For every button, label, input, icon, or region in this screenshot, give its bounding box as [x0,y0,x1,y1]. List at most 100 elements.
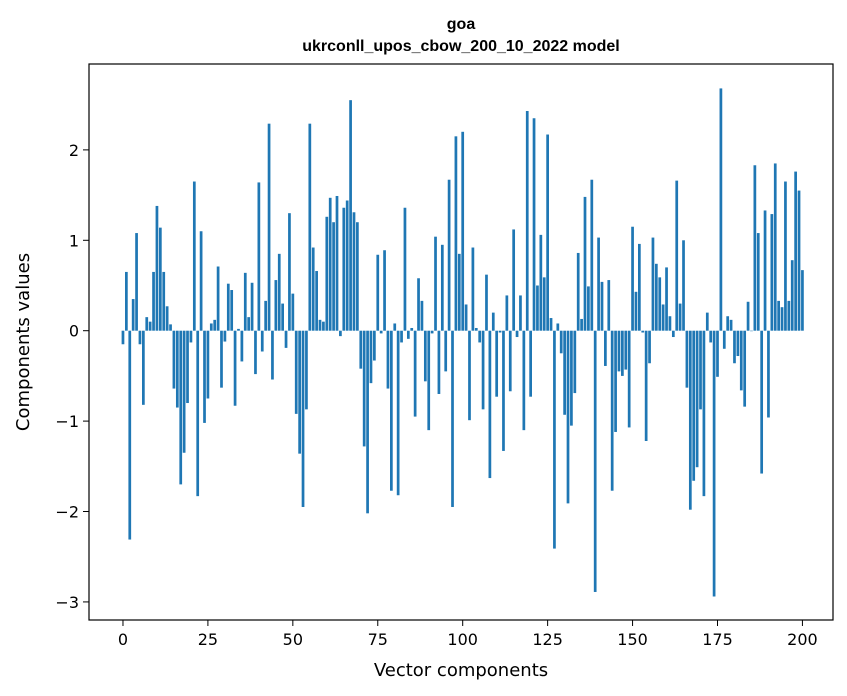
bar [135,233,138,331]
bar [746,301,750,331]
bar [549,318,553,331]
bar [801,270,804,331]
bar [485,274,488,331]
bar [158,227,162,331]
bar [648,330,651,364]
bar [440,244,444,331]
bar [665,267,668,331]
bar [196,330,200,497]
bar [590,179,594,331]
bar [763,210,767,331]
bar [481,330,485,410]
bar [308,123,312,331]
bar [437,330,441,394]
bar [491,312,495,331]
bar [750,330,753,332]
bar [226,283,230,331]
bar [461,131,465,331]
bar [315,271,318,331]
bar [121,330,125,345]
bar [471,247,475,331]
bar [709,330,713,343]
bar [247,317,251,331]
bar [539,234,543,331]
bar [593,330,597,592]
bar [597,237,600,331]
bar [770,214,774,331]
bar [644,330,648,441]
bar [345,200,349,331]
bar [566,330,570,504]
bar [434,236,437,331]
bar [760,330,764,474]
bar [787,300,791,331]
bar [410,327,414,331]
bar [719,88,723,331]
bar [335,195,339,331]
bar [169,324,172,331]
bar [189,330,193,343]
bar [614,330,617,432]
y-tick-label: 0 [69,322,79,341]
y-tick-label: 2 [69,141,79,160]
bar [617,330,621,372]
bar [420,300,424,331]
bar [393,323,397,331]
bar [675,180,679,331]
bar [692,330,696,481]
bar [400,330,403,343]
bar [753,165,757,331]
bar [254,330,257,375]
bar [454,136,458,331]
bar [726,316,730,331]
x-tick-label: 50 [283,630,303,649]
bar [417,278,420,331]
bar [654,263,658,331]
bar [542,277,546,331]
bar [131,299,135,331]
bar [525,111,529,331]
bar [444,330,448,372]
y-tick-label: −2 [55,503,79,522]
bar [702,330,706,497]
bar [661,304,665,331]
bar [610,330,614,491]
bar [128,330,132,540]
bar [138,330,142,345]
bar [233,330,237,406]
bar [311,247,315,331]
bar [379,330,383,334]
bar [209,323,213,331]
bar [570,330,573,426]
bar [250,282,254,331]
bar [722,330,726,349]
bar [498,330,502,333]
bar [284,330,288,348]
bar [162,271,166,331]
bar [203,330,206,423]
bar [794,171,797,331]
bar [213,319,217,331]
bar [519,295,522,331]
y-tick-label: −1 [55,412,79,431]
bar [474,327,478,331]
bar [457,253,461,331]
bar [148,321,152,331]
x-tick-label: 200 [787,630,818,649]
bar [505,295,509,331]
bar [386,330,390,389]
bar [243,272,247,331]
bar [671,330,675,338]
bar [780,307,784,331]
bar [532,118,536,331]
bar [223,330,227,342]
bar [631,226,634,331]
bar [553,330,556,549]
bar [556,323,560,331]
bar [349,100,352,331]
bar [488,330,492,479]
y-axis-label: Components values [13,253,34,431]
bar [767,330,770,418]
